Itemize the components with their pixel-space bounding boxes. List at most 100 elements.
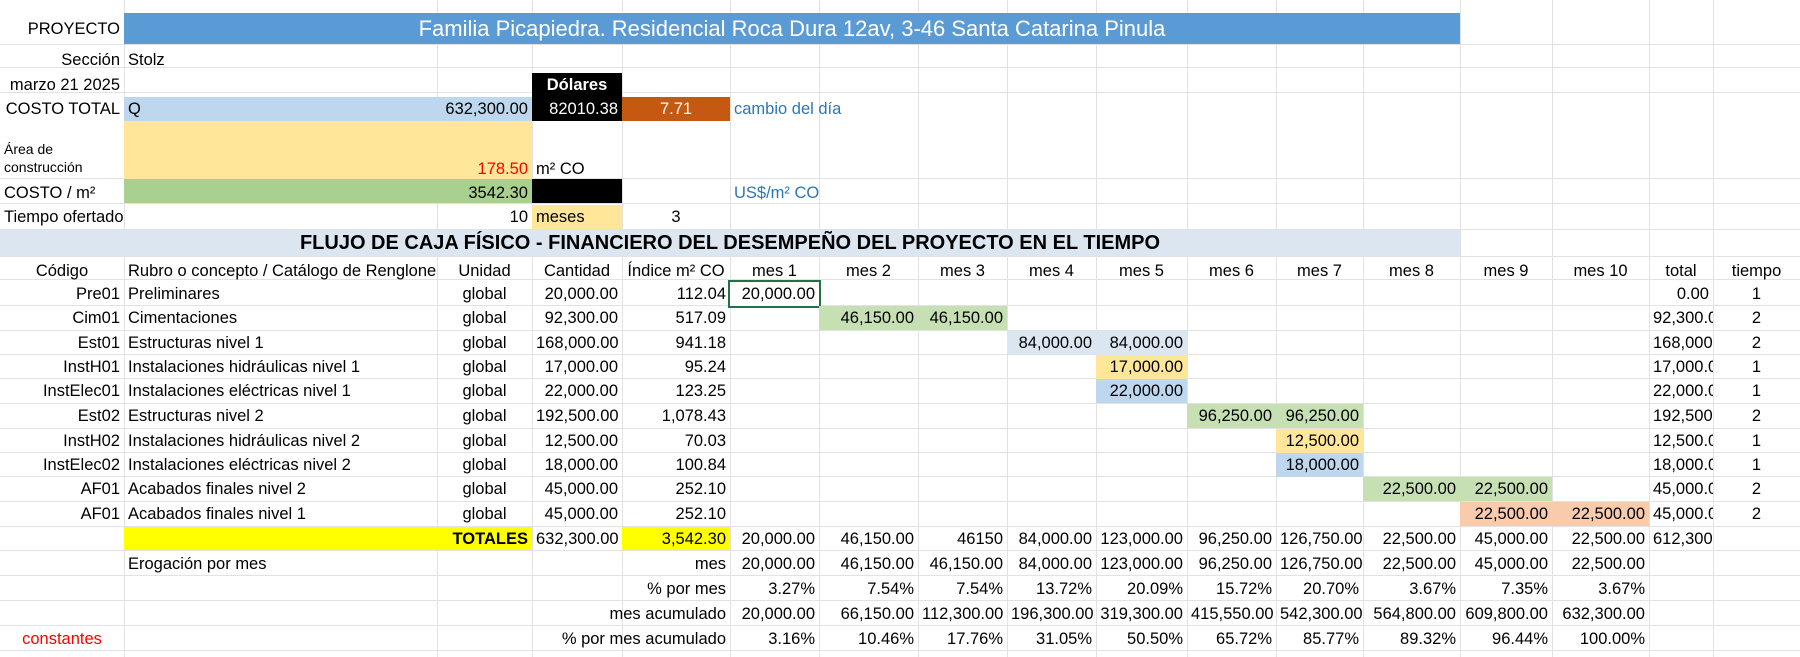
- row-mes-4[interactable]: [1007, 282, 1096, 306]
- row-mes-10[interactable]: [1552, 331, 1649, 355]
- row-indice[interactable]: 95.24: [684, 358, 726, 376]
- row-mes-2[interactable]: [819, 282, 918, 306]
- totales-mes-9[interactable]: 45,000.00: [1474, 530, 1548, 548]
- row-mes-5[interactable]: 22,000.00: [1096, 379, 1187, 403]
- row-mes-10[interactable]: [1552, 453, 1649, 477]
- row-mes-1[interactable]: [730, 379, 819, 403]
- row-mes-4[interactable]: [1007, 404, 1096, 428]
- row-mes-6[interactable]: [1187, 331, 1276, 355]
- pct-por-mes-value[interactable]: 20.09%: [1127, 580, 1183, 598]
- mes-acumulado-value[interactable]: 609,800.00: [1465, 605, 1548, 623]
- row-mes-6[interactable]: 96,250.00: [1187, 404, 1276, 428]
- row-tiempo[interactable]: 1: [1751, 432, 1762, 450]
- erogacion-mes-value[interactable]: 84,000.00: [1018, 555, 1092, 573]
- row-mes-5[interactable]: 17,000.00: [1096, 355, 1187, 379]
- row-mes-1[interactable]: [730, 355, 819, 379]
- row-tiempo[interactable]: 2: [1751, 334, 1762, 352]
- row-mes-9[interactable]: 22,500.00: [1460, 477, 1552, 501]
- row-indice[interactable]: 1,078.43: [661, 407, 726, 425]
- pct-por-mes-value[interactable]: 7.54%: [867, 580, 914, 598]
- row-mes-5[interactable]: [1096, 477, 1187, 501]
- row-unidad[interactable]: global: [462, 309, 507, 327]
- row-tiempo[interactable]: 1: [1751, 382, 1762, 400]
- pct-acumulado-value[interactable]: 96.44%: [1492, 630, 1548, 648]
- row-mes-4[interactable]: [1007, 306, 1096, 330]
- erogacion-mes-value[interactable]: 20,000.00: [741, 555, 815, 573]
- pct-por-mes-value[interactable]: 3.67%: [1598, 580, 1645, 598]
- row-rubro[interactable]: Estructuras nivel 2: [128, 407, 264, 425]
- row-indice[interactable]: 517.09: [675, 309, 726, 327]
- row-rubro[interactable]: Acabados finales nivel 2: [128, 480, 306, 498]
- row-indice[interactable]: 112.04: [676, 285, 726, 303]
- totales-total[interactable]: 612,300.00: [1653, 530, 1713, 548]
- erogacion-mes-value[interactable]: 126,750.00: [1280, 555, 1363, 573]
- row-tiempo[interactable]: 1: [1751, 285, 1762, 303]
- row-mes-3[interactable]: [918, 502, 1007, 526]
- row-mes-8[interactable]: [1363, 379, 1460, 403]
- row-mes-4[interactable]: [1007, 453, 1096, 477]
- erogacion-mes-value[interactable]: 123,000.00: [1100, 555, 1183, 573]
- row-mes-10[interactable]: [1552, 404, 1649, 428]
- row-mes-2[interactable]: [819, 331, 918, 355]
- row-mes-8[interactable]: [1363, 331, 1460, 355]
- pct-por-mes-value[interactable]: 7.35%: [1501, 580, 1548, 598]
- row-mes-3[interactable]: 46,150.00: [918, 306, 1007, 330]
- row-codigo[interactable]: Cim01: [72, 309, 120, 327]
- row-unidad[interactable]: global: [462, 285, 507, 303]
- row-total[interactable]: 45,000.00: [1653, 505, 1713, 523]
- totales-mes-7[interactable]: 126,750.00: [1280, 530, 1363, 548]
- row-mes-9[interactable]: [1460, 453, 1552, 477]
- row-mes-8[interactable]: [1363, 306, 1460, 330]
- totales-mes-8[interactable]: 22,500.00: [1382, 530, 1456, 548]
- row-codigo[interactable]: AF01: [80, 480, 120, 498]
- row-tiempo[interactable]: 1: [1751, 358, 1762, 376]
- row-mes-5[interactable]: [1096, 453, 1187, 477]
- mes-acumulado-value[interactable]: 66,150.00: [840, 605, 914, 623]
- row-total[interactable]: 17,000.00: [1653, 358, 1713, 376]
- row-unidad[interactable]: global: [462, 358, 507, 376]
- costo-m2-usd[interactable]: 459.44: [675, 184, 726, 202]
- row-mes-5[interactable]: [1096, 502, 1187, 526]
- mes-acumulado-value[interactable]: 415,550.00: [1191, 605, 1274, 623]
- row-mes-10[interactable]: [1552, 306, 1649, 330]
- row-total[interactable]: 18,000.00: [1653, 456, 1713, 474]
- row-mes-10[interactable]: [1552, 477, 1649, 501]
- row-cantidad[interactable]: 20,000.00: [544, 285, 618, 303]
- erogacion-mes-value[interactable]: 22,500.00: [1571, 555, 1645, 573]
- row-total[interactable]: 0.00: [1676, 285, 1709, 303]
- row-tiempo[interactable]: 2: [1751, 407, 1762, 425]
- area-value[interactable]: 178.50: [477, 160, 528, 178]
- row-indice[interactable]: 941.18: [675, 334, 726, 352]
- row-mes-6[interactable]: [1187, 502, 1276, 526]
- tiempo-mark[interactable]: 3: [671, 208, 681, 226]
- row-mes-4[interactable]: 84,000.00: [1007, 331, 1096, 355]
- pct-acumulado-value[interactable]: 100.00%: [1579, 630, 1645, 648]
- row-total[interactable]: 168,000.00: [1653, 334, 1713, 352]
- row-mes-2[interactable]: [819, 477, 918, 501]
- row-indice[interactable]: 100.84: [675, 456, 726, 474]
- row-cantidad[interactable]: 168,000.00: [536, 334, 619, 352]
- pct-acumulado-value[interactable]: 31.05%: [1036, 630, 1092, 648]
- row-mes-8[interactable]: [1363, 355, 1460, 379]
- mes-acumulado-value[interactable]: 319,300.00: [1100, 605, 1183, 623]
- pct-por-mes-value[interactable]: 3.67%: [1409, 580, 1456, 598]
- pct-por-mes-value[interactable]: 7.54%: [956, 580, 1003, 598]
- row-mes-7[interactable]: [1276, 502, 1363, 526]
- row-mes-1[interactable]: [730, 429, 819, 453]
- row-mes-6[interactable]: [1187, 429, 1276, 453]
- row-cantidad[interactable]: 192,500.00: [536, 407, 619, 425]
- row-codigo[interactable]: InstElec01: [42, 382, 120, 400]
- row-mes-1[interactable]: [730, 306, 819, 330]
- row-cantidad[interactable]: 45,000.00: [544, 480, 618, 498]
- row-mes-7[interactable]: [1276, 477, 1363, 501]
- row-mes-10[interactable]: [1552, 282, 1649, 306]
- row-mes-4[interactable]: [1007, 379, 1096, 403]
- totales-mes-4[interactable]: 84,000.00: [1018, 530, 1092, 548]
- row-rubro[interactable]: Acabados finales nivel 1: [128, 505, 306, 523]
- row-tiempo[interactable]: 1: [1751, 456, 1762, 474]
- row-mes-5[interactable]: 84,000.00: [1096, 331, 1187, 355]
- row-rubro[interactable]: Instalaciones hidráulicas nivel 2: [128, 432, 361, 450]
- row-unidad[interactable]: global: [462, 382, 507, 400]
- row-mes-4[interactable]: [1007, 429, 1096, 453]
- date-cell[interactable]: marzo 21 2025: [9, 76, 120, 94]
